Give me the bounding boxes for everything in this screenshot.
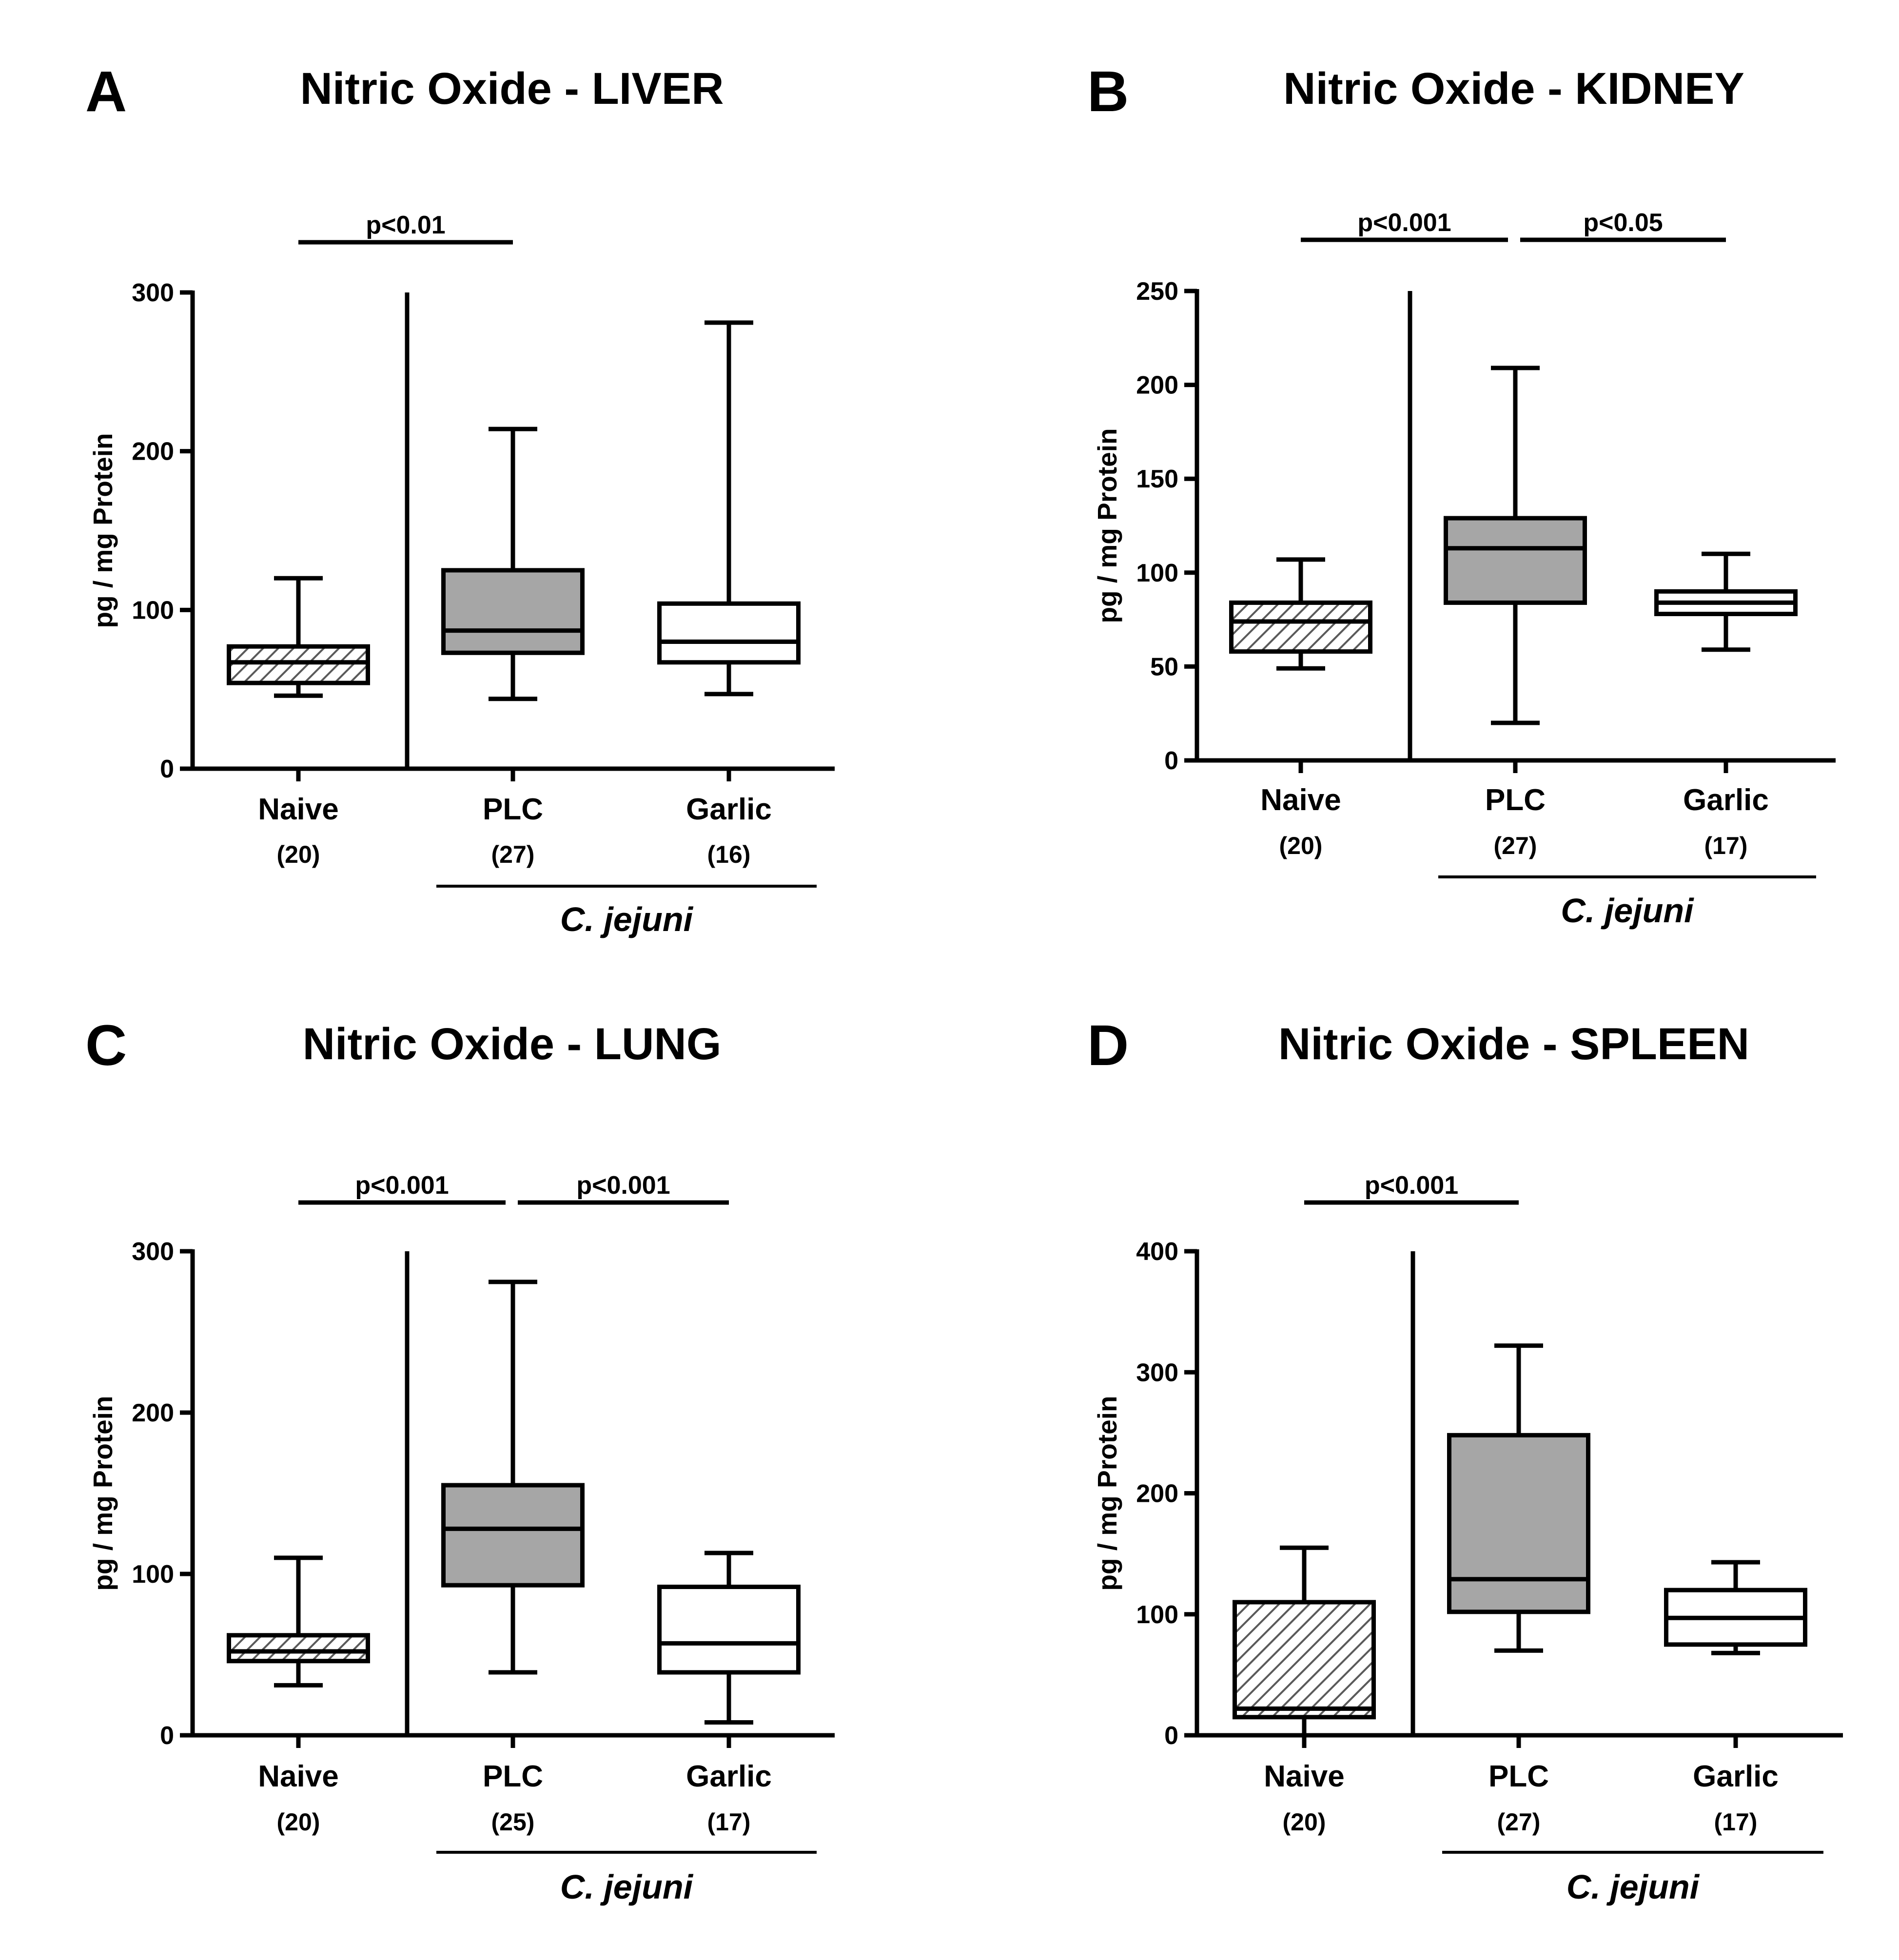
y-axis-title: pg / mg Protein [88, 1396, 118, 1591]
box-naive [1229, 557, 1372, 773]
y-tick-label: 300 [132, 1238, 174, 1266]
panel-title: Nitric Oxide - LIVER [300, 64, 724, 114]
panel-letter: D [1087, 1013, 1129, 1078]
box-plc [1447, 1343, 1590, 1748]
p-value-label: p<0.001 [1357, 209, 1451, 237]
y-tick-label: 100 [1136, 1601, 1178, 1629]
y-tick-label: 250 [1136, 277, 1178, 306]
category-label: Garlic [1693, 1760, 1779, 1793]
y-tick-label: 100 [1136, 559, 1178, 587]
category-label: PLC [1488, 1760, 1549, 1793]
y-tick-label: 200 [1136, 371, 1178, 400]
y-tick-label: 200 [132, 438, 174, 466]
panel-letter: A [85, 59, 127, 124]
panels-layer: A Nitric Oxide - LIVER 0 100 200 300 pg / mg P… [85, 59, 1843, 1906]
category-label: PLC [483, 793, 543, 826]
box-garlic [657, 320, 801, 781]
y-tick-label: 100 [132, 596, 174, 624]
iqr-box [441, 1483, 585, 1588]
box-garlic [1654, 551, 1798, 773]
iqr-box [1233, 1600, 1376, 1720]
p-value-label: p<0.001 [576, 1171, 670, 1200]
iqr-box [657, 601, 801, 665]
y-tick-label: 200 [1136, 1480, 1178, 1508]
iqr-box [227, 644, 370, 685]
y-axis-title: pg / mg Protein [88, 433, 118, 628]
n-label: (17) [1704, 832, 1748, 859]
panel-letter: C [85, 1013, 127, 1078]
p-value-label: p<0.001 [1365, 1171, 1458, 1200]
box-naive [227, 576, 370, 781]
category-label: Garlic [1683, 783, 1769, 817]
category-label: Naive [1264, 1760, 1344, 1793]
n-label: (27) [1497, 1808, 1541, 1836]
y-tick-label: 0 [160, 755, 174, 783]
panel-letter: B [1087, 59, 1129, 124]
panel-d: D Nitric Oxide - SPLEEN 0 100 200 300 400 pg / … [1087, 1013, 1843, 1906]
y-tick-label: 400 [1136, 1238, 1178, 1266]
iqr-box [227, 1633, 370, 1664]
y-tick-label: 0 [1164, 747, 1178, 775]
category-label: Garlic [686, 1760, 772, 1793]
box-plc [441, 427, 585, 781]
box-naive [227, 1555, 370, 1748]
box-garlic [1664, 1560, 1807, 1748]
p-value-label: p<0.001 [355, 1171, 449, 1200]
y-axis-title: pg / mg Protein [1092, 1396, 1122, 1591]
y-axis-title: pg / mg Protein [1092, 428, 1122, 623]
y-tick-label: 300 [132, 279, 174, 307]
n-label: (27) [1494, 832, 1537, 859]
n-label: (17) [1714, 1808, 1758, 1836]
y-tick-label: 300 [1136, 1358, 1178, 1387]
category-label: Naive [1260, 783, 1341, 817]
panel-a: A Nitric Oxide - LIVER 0 100 200 300 pg / mg P… [85, 59, 835, 938]
n-label: (16) [707, 841, 751, 868]
iqr-box [1444, 516, 1587, 605]
box-plc [1444, 366, 1587, 773]
iqr-box [1447, 1433, 1590, 1614]
category-label: Garlic [686, 793, 772, 826]
y-tick-label: 50 [1150, 653, 1178, 681]
n-label: (17) [707, 1808, 751, 1836]
n-label: (27) [491, 841, 535, 868]
infection-bracket-label: C. jejuni [560, 1868, 694, 1906]
infection-bracket-label: C. jejuni [1566, 1868, 1700, 1906]
panel-b: B Nitric Oxide - KIDNEY 0 50 100 150 200 250 pg … [1087, 59, 1836, 930]
category-label: PLC [1485, 783, 1546, 817]
iqr-box [657, 1584, 801, 1675]
n-label: (20) [277, 1808, 320, 1836]
p-value-label: p<0.05 [1583, 209, 1663, 237]
infection-bracket-label: C. jejuni [1561, 892, 1694, 930]
n-label: (20) [277, 841, 320, 868]
iqr-box [1229, 600, 1372, 654]
n-label: (20) [1283, 1808, 1326, 1836]
box-garlic [657, 1551, 801, 1748]
p-value-label: p<0.01 [366, 211, 445, 239]
y-tick-label: 0 [160, 1722, 174, 1750]
panel-title: Nitric Oxide - LUNG [303, 1019, 722, 1069]
category-label: Naive [258, 1760, 338, 1793]
panel-c: C Nitric Oxide - LUNG 0 100 200 300 pg / mg Pr… [85, 1013, 835, 1906]
y-tick-label: 100 [132, 1560, 174, 1589]
box-plc [441, 1280, 585, 1748]
iqr-box [441, 568, 585, 655]
infection-bracket-label: C. jejuni [560, 900, 694, 938]
category-label: PLC [483, 1760, 543, 1793]
y-tick-label: 200 [132, 1399, 174, 1427]
n-label: (20) [1279, 832, 1323, 859]
box-naive [1233, 1545, 1376, 1748]
y-tick-label: 0 [1164, 1722, 1178, 1750]
y-tick-label: 150 [1136, 465, 1178, 493]
panel-title: Nitric Oxide - KIDNEY [1283, 64, 1744, 114]
n-label: (25) [491, 1808, 535, 1836]
panel-title: Nitric Oxide - SPLEEN [1278, 1019, 1749, 1069]
category-label: Naive [258, 793, 338, 826]
